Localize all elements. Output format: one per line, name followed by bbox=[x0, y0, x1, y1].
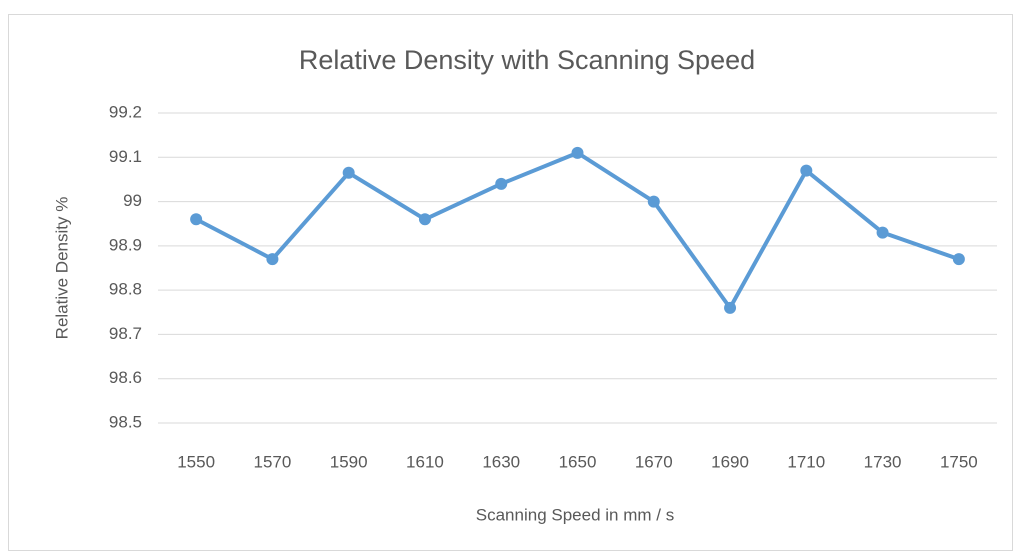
x-axis-title: Scanning Speed in mm / s bbox=[476, 505, 674, 524]
data-point bbox=[800, 164, 813, 177]
y-tick-label: 98.9 bbox=[109, 235, 142, 254]
x-tick-label: 1710 bbox=[787, 452, 825, 471]
y-tick-label: 99.2 bbox=[109, 102, 142, 121]
y-tick-label: 98.6 bbox=[109, 368, 142, 387]
x-tick-label: 1650 bbox=[559, 452, 597, 471]
x-tick-label: 1730 bbox=[864, 452, 902, 471]
data-point bbox=[495, 177, 508, 190]
data-point bbox=[647, 195, 660, 208]
y-tick-label: 98.7 bbox=[109, 324, 142, 343]
x-tick-label: 1690 bbox=[711, 452, 749, 471]
data-point bbox=[724, 301, 737, 314]
data-point bbox=[571, 146, 584, 159]
y-tick-label: 98.8 bbox=[109, 280, 142, 299]
data-point bbox=[342, 166, 355, 179]
x-tick-label: 1570 bbox=[253, 452, 291, 471]
data-point bbox=[418, 213, 431, 226]
data-point bbox=[266, 253, 279, 266]
y-axis-title: Relative Density % bbox=[52, 197, 71, 340]
x-tick-label: 1630 bbox=[482, 452, 520, 471]
data-point bbox=[190, 213, 203, 226]
x-tick-label: 1590 bbox=[330, 452, 368, 471]
data-point bbox=[952, 253, 965, 266]
x-tick-label: 1610 bbox=[406, 452, 444, 471]
y-tick-label: 98.5 bbox=[109, 412, 142, 431]
chart-frame bbox=[8, 14, 1013, 551]
y-tick-label: 99 bbox=[123, 191, 142, 210]
x-tick-label: 1750 bbox=[940, 452, 978, 471]
x-tick-label: 1550 bbox=[177, 452, 215, 471]
y-tick-label: 99.1 bbox=[109, 147, 142, 166]
chart-title: Relative Density with Scanning Speed bbox=[299, 45, 755, 75]
data-point bbox=[876, 226, 889, 239]
x-tick-label: 1670 bbox=[635, 452, 673, 471]
